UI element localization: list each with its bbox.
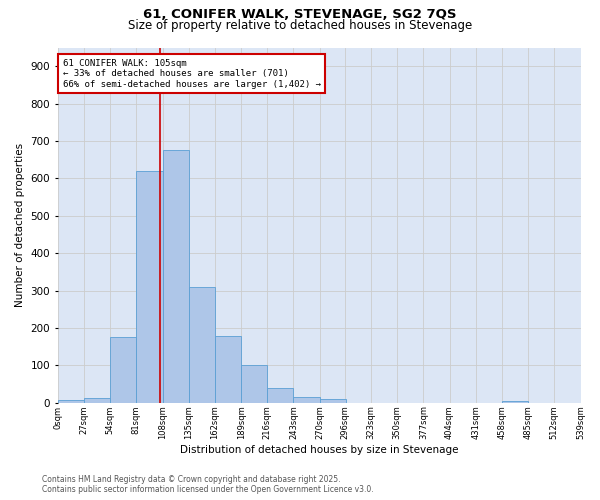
Bar <box>502 401 528 402</box>
Text: 61 CONIFER WALK: 105sqm
← 33% of detached houses are smaller (701)
66% of semi-d: 61 CONIFER WALK: 105sqm ← 33% of detache… <box>62 58 320 88</box>
Bar <box>163 150 189 402</box>
Bar <box>320 398 346 402</box>
Bar <box>189 287 215 403</box>
Bar <box>110 337 136 402</box>
Text: Contains HM Land Registry data © Crown copyright and database right 2025.
Contai: Contains HM Land Registry data © Crown c… <box>42 474 374 494</box>
Text: Size of property relative to detached houses in Stevenage: Size of property relative to detached ho… <box>128 18 472 32</box>
Bar <box>241 366 267 403</box>
Bar <box>136 171 163 402</box>
X-axis label: Distribution of detached houses by size in Stevenage: Distribution of detached houses by size … <box>180 445 458 455</box>
Bar <box>215 336 241 402</box>
Bar <box>267 388 293 402</box>
Bar <box>293 397 320 402</box>
Text: 61, CONIFER WALK, STEVENAGE, SG2 7QS: 61, CONIFER WALK, STEVENAGE, SG2 7QS <box>143 8 457 20</box>
Bar <box>84 398 110 402</box>
Bar <box>58 400 84 402</box>
Y-axis label: Number of detached properties: Number of detached properties <box>15 143 25 307</box>
